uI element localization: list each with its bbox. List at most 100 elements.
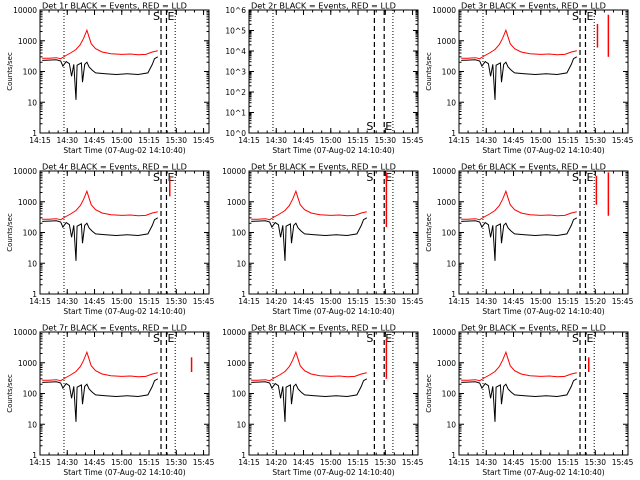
events-series-line xyxy=(42,217,159,261)
x-tick-label: 14:45 xyxy=(503,458,525,467)
x-tick-label: 15:45 xyxy=(193,297,215,306)
marker-label-s: S xyxy=(572,171,579,184)
x-tick-label: 14:15 xyxy=(29,297,51,306)
y-tick-label: 100 xyxy=(442,229,457,238)
x-tick-label: 14:30 xyxy=(56,297,78,306)
x-axis-label: Start Time (07-Aug-02 14:10:40) xyxy=(272,146,394,155)
x-tick-label: 14:30 xyxy=(265,136,287,145)
panel-title: Det 4r BLACK = Events, RED = LLD xyxy=(42,162,187,172)
y-tick-label: 100 xyxy=(23,390,38,399)
x-tick-label: 15:15 xyxy=(138,136,160,145)
x-axis-label: Start Time (07-Aug-02 14:10:40) xyxy=(63,146,185,155)
x-tick-label: 14:45 xyxy=(503,297,525,306)
y-axis-label: Counts/sec xyxy=(6,52,14,91)
x-tick-label: 15:30 xyxy=(165,458,187,467)
plot-frame xyxy=(458,331,629,456)
y-tick-label: 10 xyxy=(27,420,37,429)
panel-det-1: Det 1r BLACK = Events, RED = LLD 1 10 100 10… xyxy=(6,1,215,156)
x-tick-label: 15:45 xyxy=(193,136,215,145)
x-tick-label: 14:15 xyxy=(238,136,260,145)
marker-label-e: E xyxy=(586,171,593,184)
y-tick-label: 1000 xyxy=(437,37,456,46)
x-tick-label: 15:45 xyxy=(402,297,424,306)
events-series-line xyxy=(42,378,159,422)
y-axis-label: Counts/sec xyxy=(425,52,433,91)
y-tick-label: 1000 xyxy=(18,359,37,368)
x-tick-label: 15:00 xyxy=(111,458,133,467)
y-tick-label: 10 xyxy=(236,259,246,268)
marker-label-e: E xyxy=(385,120,392,133)
y-axis-label: Counts/sec xyxy=(425,213,433,252)
x-tick-label: 15:00 xyxy=(530,458,552,467)
x-axis-label: Start Time (07-Aug-02 14:10:40) xyxy=(63,307,185,316)
x-tick-label: 14:15 xyxy=(238,458,260,467)
panel-title: Det 2r BLACK = Events, RED = LLD xyxy=(251,1,396,11)
x-tick-label: 15:30 xyxy=(374,297,396,306)
y-tick-label: 10000 xyxy=(432,6,456,15)
x-tick-label: 15:45 xyxy=(193,458,215,467)
x-tick-label: 15:30 xyxy=(584,458,606,467)
y-tick-label: 1 xyxy=(32,129,37,138)
y-tick-label: 1000 xyxy=(227,359,246,368)
x-tick-label: 14:30 xyxy=(475,297,497,306)
panel-det-3: Det 3r BLACK = Events, RED = LLD 1 10 100 10… xyxy=(425,1,634,156)
marker-label-e: E xyxy=(167,171,174,184)
y-tick-label: 10 xyxy=(446,420,456,429)
y-tick-label: 100 xyxy=(442,68,457,77)
x-axis-label: Start Time (07-Aug-02 14:10:40) xyxy=(482,468,604,477)
y-tick-label: 1000 xyxy=(18,37,37,46)
marker-label-s: S xyxy=(572,10,579,23)
y-tick-label: 1000 xyxy=(18,198,37,207)
x-tick-label: 14:45 xyxy=(293,458,315,467)
x-tick-label: 15:00 xyxy=(320,458,342,467)
x-axis-label: Start Time (07-Aug-02 14:10:40) xyxy=(482,307,604,316)
events-series-line xyxy=(42,56,159,100)
marker-label-s: S xyxy=(153,171,160,184)
x-tick-label: 15:15 xyxy=(347,458,369,467)
y-tick-label: 100 xyxy=(232,390,247,399)
marker-label-s: S xyxy=(366,332,373,345)
x-tick-label: 15:00 xyxy=(320,297,342,306)
x-tick-label: 14:45 xyxy=(503,136,525,145)
panel-title: Det 8r BLACK = Events, RED = LLD xyxy=(251,323,396,333)
lld-series-line xyxy=(42,189,158,221)
y-axis-label: Counts/sec xyxy=(6,374,14,413)
x-axis-label: Start Time (07-Aug-02 14:10:40) xyxy=(482,146,604,155)
marker-label-e: E xyxy=(586,10,593,23)
x-tick-label: 15:15 xyxy=(347,297,369,306)
y-tick-label: 100 xyxy=(23,68,38,77)
x-tick-label: 14:20 xyxy=(265,458,287,467)
panel-det-9: Det 9r BLACK = Events, RED = LLD 1 10 100 10… xyxy=(425,323,634,478)
y-tick-label: 100 xyxy=(232,229,247,238)
marker-label-s: S xyxy=(366,120,373,133)
y-tick-label: 10 xyxy=(446,259,456,268)
y-tick-label: 10 xyxy=(236,420,246,429)
lld-series-line xyxy=(461,350,577,382)
y-tick-label: 10 xyxy=(446,98,456,107)
x-tick-label: 15:00 xyxy=(111,136,133,145)
marker-label-e: E xyxy=(167,10,174,23)
events-series-line xyxy=(461,378,578,422)
x-tick-label: 15:45 xyxy=(402,458,424,467)
x-tick-label: 15:30 xyxy=(165,136,187,145)
x-tick-label: 15:00 xyxy=(111,297,133,306)
lld-series-line xyxy=(251,350,367,382)
x-tick-label: 15:00 xyxy=(530,297,552,306)
lld-series-line xyxy=(42,350,158,382)
x-tick-label: 14:30 xyxy=(56,136,78,145)
x-axis-label: Start Time (07-Aug-02 14:10:40) xyxy=(63,468,185,477)
y-tick-label: 10000 xyxy=(13,6,37,15)
events-series-line xyxy=(251,217,368,261)
x-tick-label: 14:30 xyxy=(475,136,497,145)
plot-frame xyxy=(458,9,629,134)
y-tick-label: 10 xyxy=(27,98,37,107)
y-tick-label: 1 xyxy=(451,129,456,138)
y-axis-label: Counts/sec xyxy=(6,213,14,252)
y-tick-label: 10 xyxy=(27,259,37,268)
y-tick-label: 1 xyxy=(451,451,456,460)
x-tick-label: 14:45 xyxy=(293,297,315,306)
x-tick-label: 14:15 xyxy=(448,297,470,306)
y-tick-label: 10^1 xyxy=(225,109,246,118)
x-tick-label: 15:15 xyxy=(557,297,579,306)
